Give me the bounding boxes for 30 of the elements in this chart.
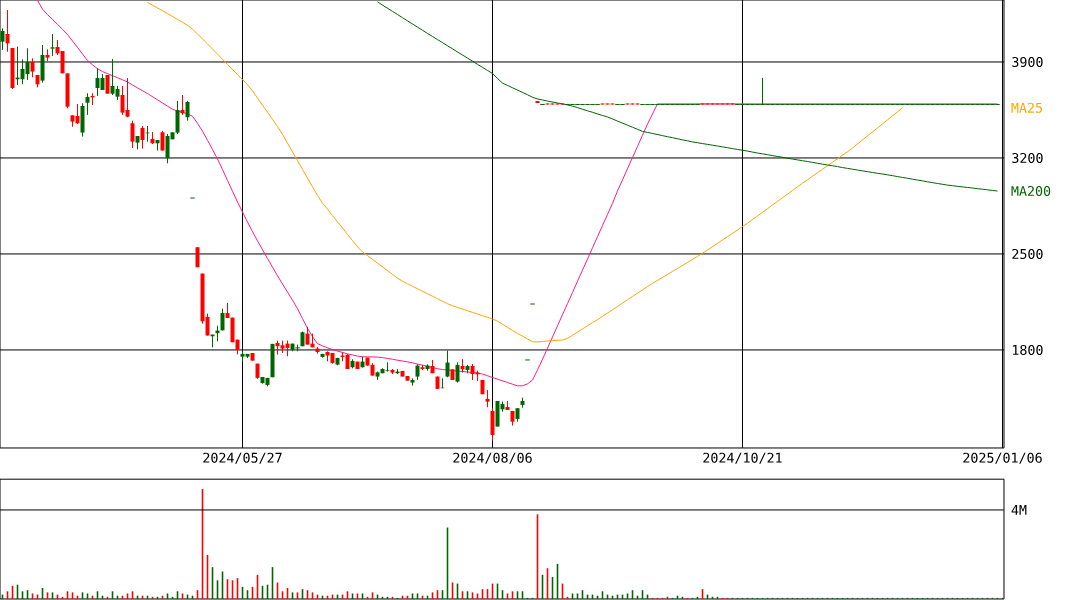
candlestick <box>105 74 110 95</box>
candlestick <box>385 361 390 373</box>
x-tick-label: 2025/01/06 <box>963 452 1042 464</box>
candlestick <box>50 33 55 57</box>
y-tick-label: 3200 <box>1012 152 1043 163</box>
candlestick <box>130 120 135 149</box>
y-tick-label: 2500 <box>1012 248 1043 259</box>
candlestick <box>175 100 180 135</box>
text: MA25 <box>1011 102 1042 113</box>
candlestick <box>455 361 460 384</box>
y-tick-label: 3900 <box>1012 56 1043 68</box>
candlestick <box>490 407 495 442</box>
candlestick <box>140 125 145 150</box>
candlestick <box>160 130 165 152</box>
candlestick <box>5 9 10 53</box>
candlestick <box>185 100 190 122</box>
x-tick-label: 2024/10/21 <box>703 452 782 464</box>
candlestick <box>180 94 185 116</box>
y-tick-label: 1800 <box>1012 344 1043 355</box>
x-tick-label: 2024/05/27 <box>203 452 282 464</box>
candlestick <box>75 103 80 125</box>
candlestick <box>25 47 30 81</box>
candlestick <box>445 350 450 378</box>
candlestick <box>0 27 5 51</box>
candlestick <box>85 92 90 116</box>
x-tick-label: 2024/08/06 <box>453 452 532 464</box>
candlestick <box>30 57 35 78</box>
ref-line-label: 4M <box>1011 505 1027 515</box>
candlestick <box>125 77 130 118</box>
series-label: MA200 <box>1011 185 1051 197</box>
